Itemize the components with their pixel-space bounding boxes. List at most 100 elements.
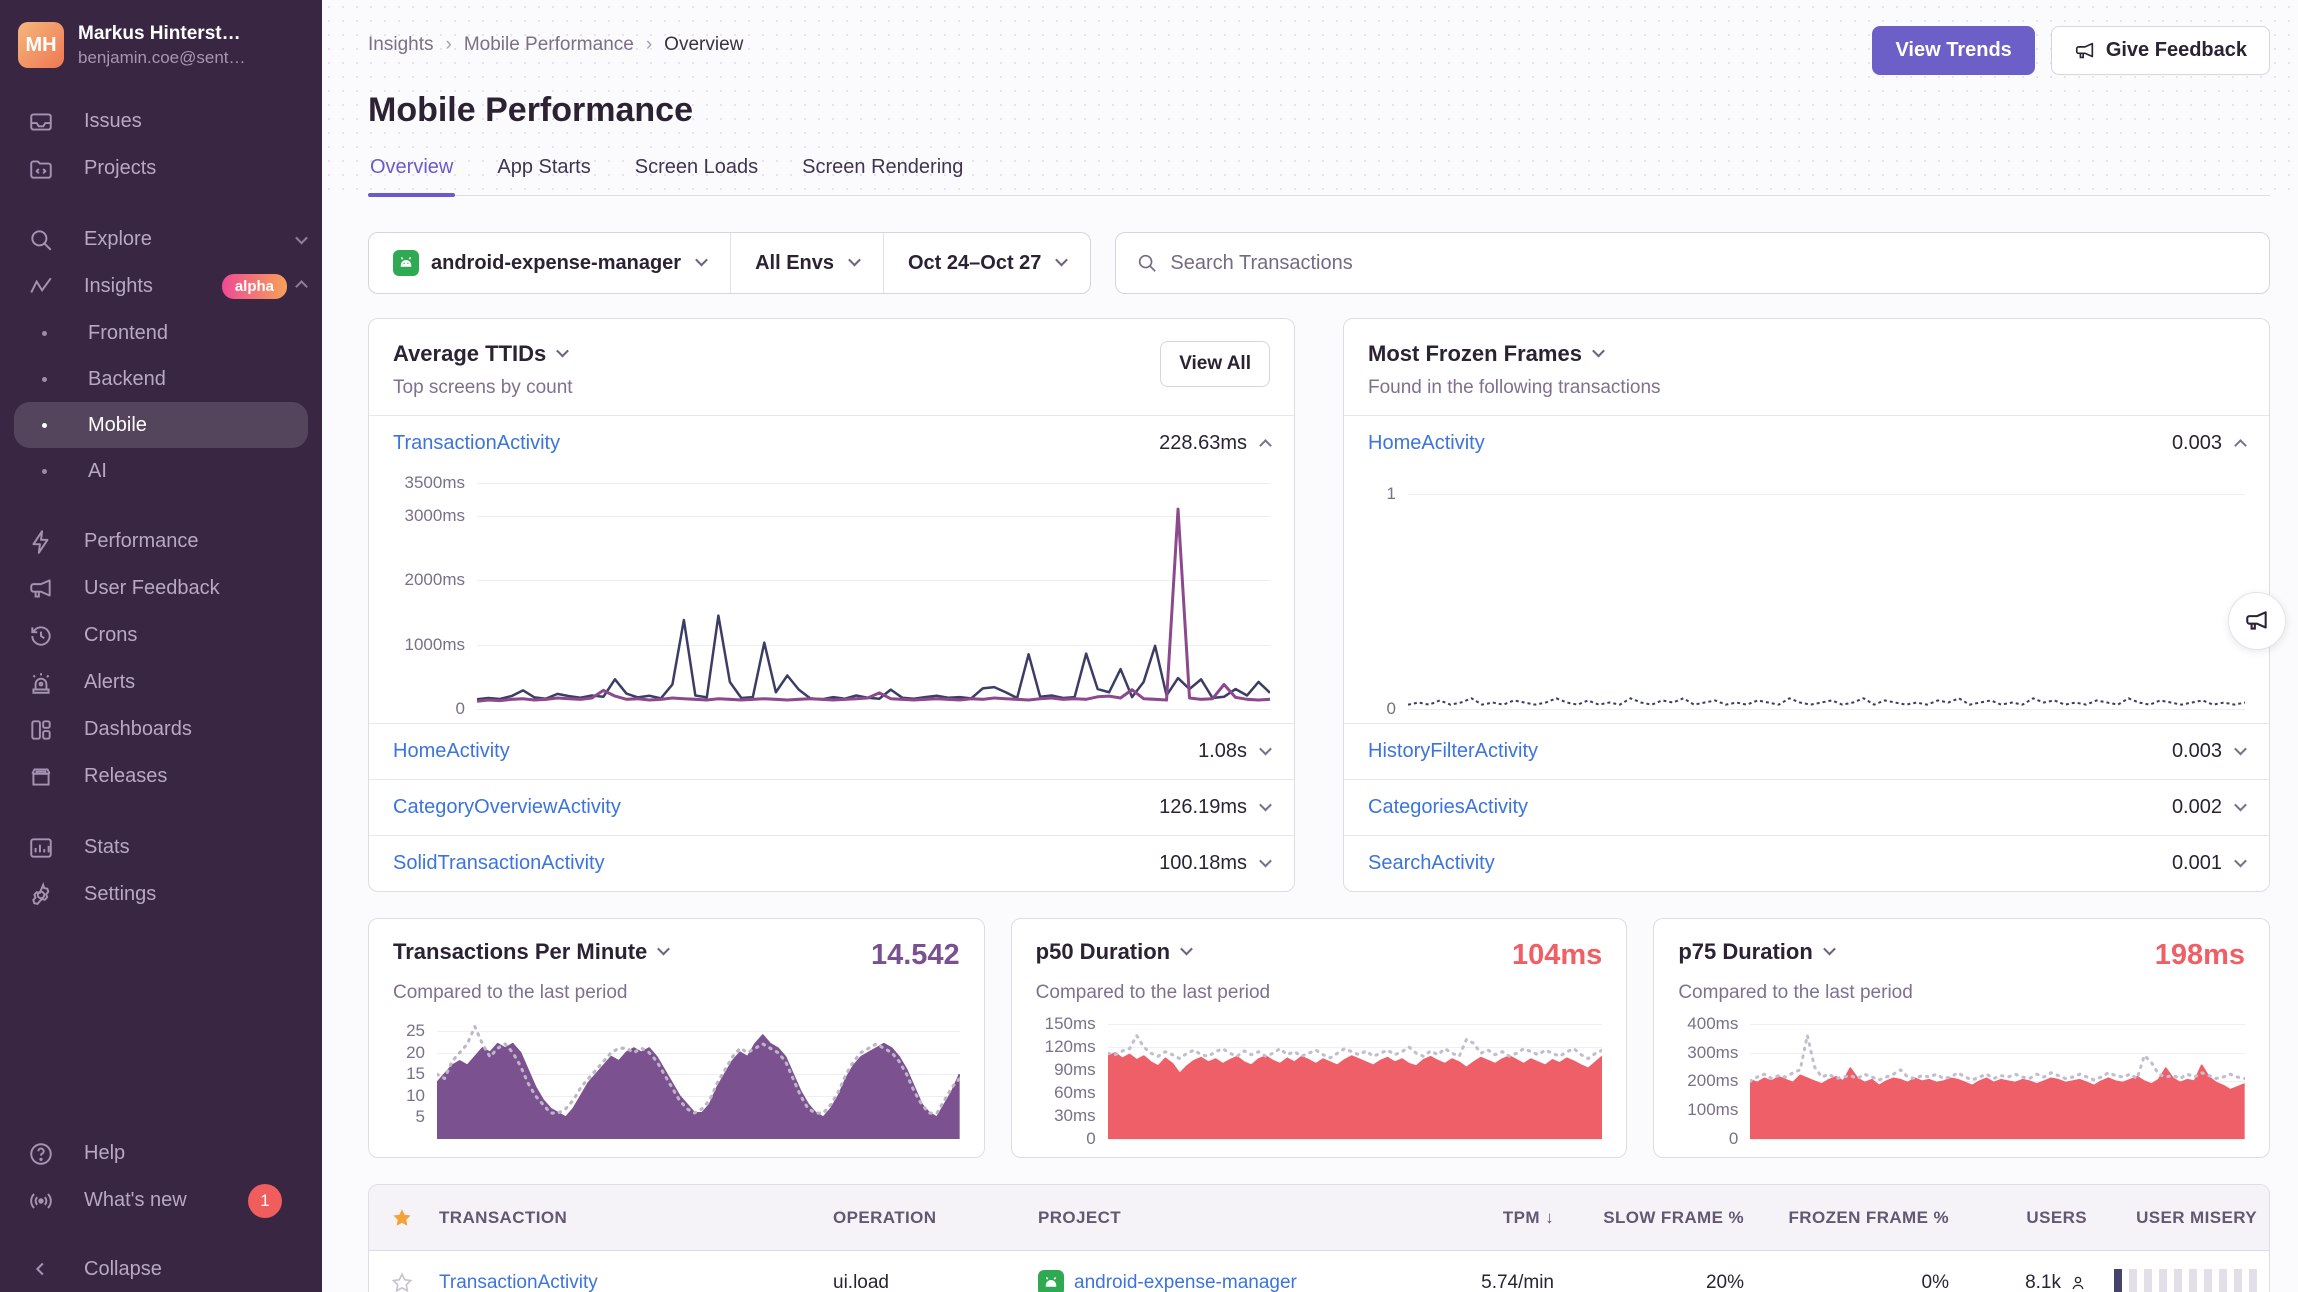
p50-title[interactable]: p50 Duration: [1035, 939, 1193, 965]
tab-overview[interactable]: Overview: [368, 156, 456, 197]
collapse-row-icon[interactable]: [2234, 439, 2247, 452]
sidebar-item-alerts[interactable]: Alerts: [0, 659, 322, 706]
sidebar-item-label: Issues: [84, 110, 142, 132]
breadcrumb-mobile-performance[interactable]: Mobile Performance: [463, 34, 634, 55]
sidebar-item-stats[interactable]: Stats: [0, 824, 322, 871]
transaction-link[interactable]: CategoriesActivity: [1368, 796, 1529, 818]
sidebar-item-explore[interactable]: Explore: [0, 216, 322, 263]
most-frozen-frames-title[interactable]: Most Frozen Frames: [1368, 341, 2245, 367]
user-menu[interactable]: MH Markus Hinterst… benjamin.coe@sent…: [0, 0, 322, 88]
collapse-row-icon[interactable]: [1259, 439, 1272, 452]
col-user-misery[interactable]: USER MISERY: [2136, 1207, 2257, 1227]
tab-app-starts[interactable]: App Starts: [497, 156, 591, 178]
transaction-link[interactable]: TransactionActivity: [393, 432, 561, 454]
tpm-subtitle: Compared to the last period: [393, 982, 628, 1003]
sidebar-item-issues[interactable]: Issues: [0, 98, 322, 145]
floating-feedback-button[interactable]: [2228, 592, 2286, 650]
frozen-value: 0.001: [2171, 852, 2222, 874]
tab-screen-loads[interactable]: Screen Loads: [634, 156, 759, 178]
project-link[interactable]: android-expense-manager: [1074, 1272, 1297, 1292]
star-outline-icon[interactable]: [369, 1272, 427, 1292]
sidebar-item-help[interactable]: Help: [0, 1130, 322, 1177]
expand-row-icon[interactable]: [1259, 798, 1272, 811]
breadcrumb-overview: Overview: [664, 34, 744, 55]
filter-bar: android-expense-manager All Envs Oct 24–…: [368, 232, 2270, 294]
transaction-link[interactable]: HomeActivity: [1368, 432, 1485, 454]
sidebar-item-label: Performance: [84, 530, 199, 552]
sidebar-item-settings[interactable]: Settings: [0, 871, 322, 918]
sidebar-item-backend[interactable]: Backend: [14, 356, 308, 402]
environment-selector-value: All Envs: [755, 251, 834, 274]
environment-selector[interactable]: All Envs: [730, 233, 883, 293]
p75-title[interactable]: p75 Duration: [1678, 939, 1836, 965]
slow-frame-cell: 20%: [1705, 1272, 1744, 1292]
transaction-link[interactable]: HomeActivity: [393, 740, 510, 762]
sidebar-item-performance[interactable]: Performance: [0, 518, 322, 565]
sidebar-item-dashboards[interactable]: Dashboards: [0, 706, 322, 753]
transaction-link[interactable]: SearchActivity: [1368, 852, 1495, 874]
expand-row-icon[interactable]: [1259, 854, 1272, 867]
sidebar-item-insights[interactable]: Insights alpha: [0, 263, 322, 310]
sidebar-item-releases[interactable]: Releases: [0, 753, 322, 800]
tpm-card: Transactions Per Minute 14.542 Compared …: [368, 918, 985, 1158]
sidebar-item-user-feedback[interactable]: User Feedback: [0, 565, 322, 612]
nav-divider: [0, 494, 322, 518]
view-all-button[interactable]: View All: [1160, 341, 1270, 387]
breadcrumb-separator: ›: [445, 34, 452, 55]
col-users[interactable]: USERS: [2026, 1207, 2087, 1227]
frozen-row: CategoriesActivity 0.002: [1344, 779, 2269, 835]
sidebar: MH Markus Hinterst… benjamin.coe@sent… I…: [0, 0, 322, 1292]
inbox-icon: [28, 109, 54, 135]
transactions-table: TRANSACTION OPERATION PROJECT TPM ↓ SLOW…: [368, 1184, 2270, 1292]
expand-row-icon[interactable]: [1259, 742, 1272, 755]
chevron-down-icon: [848, 253, 861, 266]
col-transaction[interactable]: TRANSACTION: [439, 1207, 568, 1227]
transaction-link[interactable]: SolidTransactionActivity: [393, 852, 605, 874]
sidebar-item-label: Settings: [84, 883, 157, 905]
sidebar-collapse-button[interactable]: Collapse: [0, 1246, 322, 1292]
transaction-link[interactable]: TransactionActivity: [439, 1272, 598, 1292]
col-tpm[interactable]: TPM ↓: [1502, 1207, 1554, 1227]
ttid-chart: 3500ms 3000ms 2000ms 1000ms 0: [393, 473, 1270, 718]
sidebar-item-projects[interactable]: Projects: [0, 145, 322, 192]
col-project[interactable]: PROJECT: [1038, 1207, 1122, 1227]
transaction-link[interactable]: HistoryFilterActivity: [1368, 740, 1539, 762]
gear-icon: [28, 881, 54, 908]
nav-divider: [0, 192, 322, 216]
transaction-link[interactable]: CategoryOverviewActivity: [393, 796, 621, 818]
tpm-title[interactable]: Transactions Per Minute: [393, 939, 671, 965]
sidebar-item-ai[interactable]: AI: [14, 448, 308, 494]
date-range-selector[interactable]: Oct 24–Oct 27: [883, 233, 1090, 293]
sidebar-item-label: Projects: [84, 157, 157, 179]
sidebar-item-frontend[interactable]: Frontend: [14, 310, 308, 356]
search-transactions-input[interactable]: [1170, 251, 2249, 275]
sidebar-item-whats-new[interactable]: What's new 1: [0, 1177, 322, 1224]
project-selector[interactable]: android-expense-manager: [369, 233, 730, 293]
sidebar-item-label: Alerts: [84, 671, 136, 693]
users-cell: 8.1k: [1961, 1272, 2099, 1292]
card-title-label: p50 Duration: [1035, 939, 1171, 964]
breadcrumb-insights[interactable]: Insights: [368, 34, 434, 55]
col-frozen-frame[interactable]: FROZEN FRAME %: [1788, 1207, 1949, 1227]
sidebar-item-label: Help: [84, 1142, 126, 1164]
broadcast-icon: [28, 1188, 54, 1214]
give-feedback-button[interactable]: Give Feedback: [2050, 26, 2270, 75]
frozen-value: 0.003: [2171, 432, 2222, 454]
bullet-icon: [42, 468, 47, 474]
col-slow-frame[interactable]: SLOW FRAME %: [1603, 1207, 1744, 1227]
star-filled-icon[interactable]: [369, 1207, 427, 1229]
tab-screen-rendering[interactable]: Screen Rendering: [802, 156, 964, 178]
page-title: Mobile Performance: [368, 91, 693, 129]
col-operation[interactable]: OPERATION: [833, 1207, 937, 1227]
expand-row-icon[interactable]: [2234, 798, 2247, 811]
average-ttids-subtitle: Top screens by count: [393, 377, 573, 398]
expand-row-icon[interactable]: [2234, 854, 2247, 867]
expand-row-icon[interactable]: [2234, 742, 2247, 755]
frozen-value: 0.003: [2171, 740, 2222, 762]
sidebar-item-crons[interactable]: Crons: [0, 612, 322, 659]
average-ttids-title[interactable]: Average TTIDs: [393, 341, 1160, 367]
sidebar-item-mobile[interactable]: Mobile: [14, 402, 308, 448]
view-trends-button[interactable]: View Trends: [1872, 26, 2035, 75]
ttid-row: HomeActivity 1.08s: [369, 723, 1294, 779]
